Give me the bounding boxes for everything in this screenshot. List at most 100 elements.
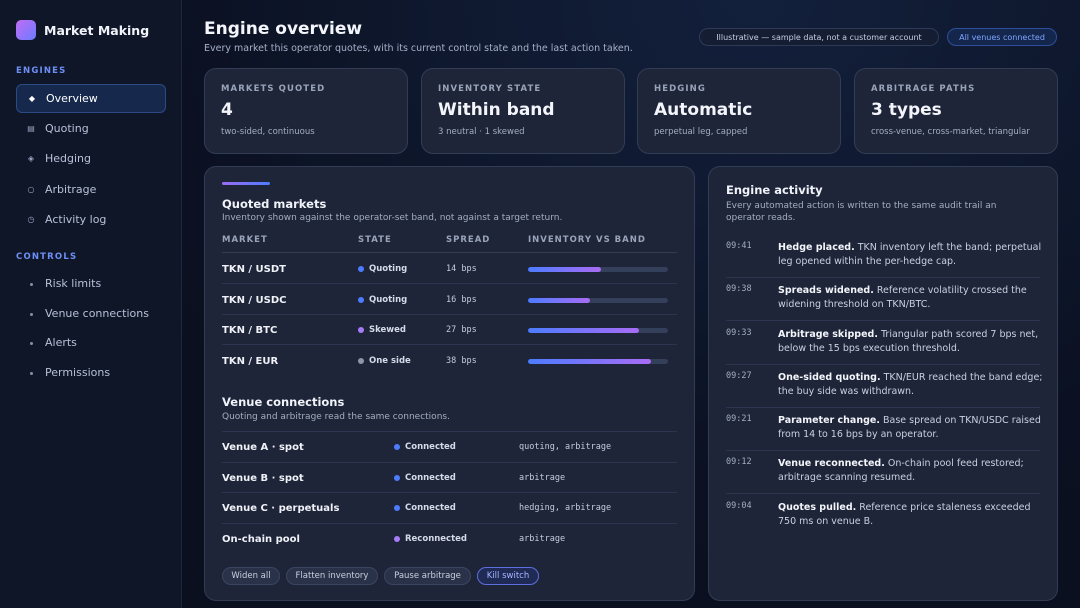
shield-icon: ◈ [27, 154, 35, 163]
bullet-icon [27, 309, 35, 318]
activity-time: 09:21 [726, 414, 752, 424]
activity-detail: Reference volatility crossed the widenin… [778, 285, 1027, 310]
activity-detail: TKN inventory left the band; perpetual l… [778, 242, 1042, 267]
stat-subtext: cross-venue, cross-market, triangular [871, 127, 1030, 137]
flatten-inventory-button[interactable]: Flatten inventory [286, 567, 378, 585]
market-spread: 16 bps [446, 295, 477, 305]
kill-switch-button[interactable]: Kill switch [477, 567, 539, 585]
pause-arbitrage-button[interactable]: Pause arbitrage [384, 567, 471, 585]
venue-row[interactable]: Venue C · perpetuals Connected hedging, … [222, 492, 677, 522]
venue-row[interactable]: On-chain pool Reconnected arbitrage [222, 523, 677, 553]
venue-connections-subtitle: Quoting and arbitrage read the same conn… [222, 412, 450, 422]
sidebar-item-label: Arbitrage [45, 183, 97, 196]
sidebar-item-label: Venue connections [45, 307, 149, 320]
engine-activity-subtitle: Every automated action is written to the… [726, 201, 997, 223]
sidebar-item-arbitrage[interactable]: ○ Arbitrage [16, 175, 166, 204]
sidebar-item-label: Risk limits [45, 277, 102, 290]
sidebar-item-activity-log[interactable]: ◷ Activity log [16, 205, 166, 234]
inventory-bar [528, 266, 601, 272]
sidebar-item-label: Activity log [45, 213, 107, 226]
inventory-bar [528, 358, 652, 364]
sidebar-item-overview[interactable]: ◆ Overview [16, 84, 166, 113]
stat-label: ARBITRAGE PATHS [871, 84, 976, 94]
state-dot [358, 327, 364, 333]
engine-activity-title: Engine activity [726, 183, 823, 197]
stat-subtext: 3 neutral · 1 skewed [438, 127, 525, 137]
engine-activity-panel: Engine activity Every automated action i… [708, 166, 1058, 601]
stat-subtext: perpetual leg, capped [654, 127, 748, 137]
stat-label: INVENTORY STATE [438, 84, 542, 94]
sidebar-item-label: Overview [46, 92, 98, 105]
inventory-bar [528, 297, 590, 303]
venues-status-badge[interactable]: All venues connected [947, 28, 1057, 46]
activity-entry: 09:27 One-sided quoting. TKN/EUR reached… [726, 371, 1043, 408]
app-name: Market Making [44, 22, 150, 38]
state-label: Connected [405, 473, 456, 483]
activity-headline: Quotes pulled. [778, 502, 857, 513]
stat-card-hedging: HEDGING Automatic perpetual leg, capped [637, 68, 841, 154]
state-label: Quoting [369, 264, 408, 274]
market-state: Quoting [358, 285, 407, 315]
stat-label: MARKETS QUOTED [221, 84, 326, 94]
table-row[interactable]: TKN / BTC Skewed 27 bps [222, 315, 677, 345]
activity-headline: Parameter change. [778, 415, 880, 426]
page-subtitle: Every market this operator quotes, with … [204, 43, 633, 54]
market-spread: 27 bps [446, 325, 477, 335]
table-row[interactable]: TKN / USDT Quoting 14 bps [222, 254, 677, 284]
state-dot [394, 475, 400, 481]
state-label: Quoting [369, 295, 408, 305]
market-name: TKN / EUR [222, 355, 279, 367]
venue-row[interactable]: Venue B · spot Connected arbitrage [222, 462, 677, 492]
sidebar: Market Making ENGINES ◆ Overview ▤ Quoti… [0, 0, 182, 608]
activity-headline: Hedge placed. [778, 242, 855, 253]
inventory-bar [528, 327, 639, 333]
market-state: Skewed [358, 315, 406, 345]
market-spread: 14 bps [446, 264, 477, 274]
activity-text: Parameter change. Base spread on TKN/USD… [778, 414, 1044, 442]
markets-table-header: MARKET STATE SPREAD INVENTORY VS BAND [222, 235, 677, 253]
state-dot [358, 358, 364, 364]
brand: Market Making [16, 20, 149, 40]
venue-usage: hedging, arbitrage [519, 503, 612, 513]
venue-state: Connected [394, 493, 456, 523]
table-row[interactable]: TKN / USDC Quoting 16 bps [222, 285, 677, 315]
state-label: Connected [405, 503, 456, 513]
stat-subtext: two-sided, continuous [221, 127, 315, 137]
activity-headline: Venue reconnected. [778, 458, 885, 469]
activity-entry: 09:21 Parameter change. Base spread on T… [726, 414, 1041, 451]
venue-row[interactable]: Venue A · spot Connected quoting, arbitr… [222, 431, 677, 461]
activity-time: 09:33 [726, 328, 752, 338]
activity-detail: Base spread on TKN/USDC raised from 14 t… [778, 415, 1041, 440]
activity-text: Venue reconnected. On-chain pool feed re… [778, 457, 1044, 485]
sidebar-item-label: Permissions [45, 366, 111, 379]
inventory-band [528, 315, 668, 345]
table-row[interactable]: TKN / EUR One side 38 bps [222, 346, 677, 376]
sidebar-item-hedging[interactable]: ◈ Hedging [16, 144, 166, 173]
state-dot [358, 266, 364, 272]
stat-value: Within band [438, 100, 555, 120]
activity-time: 09:12 [726, 457, 752, 467]
app-logo [16, 20, 36, 40]
quoted-markets-title: Quoted markets [222, 197, 327, 211]
sidebar-item-alerts[interactable]: Alerts [16, 328, 166, 357]
column-header-state: STATE [358, 235, 392, 245]
venue-usage: arbitrage [519, 473, 566, 483]
venue-usage: quoting, arbitrage [519, 442, 612, 452]
stat-value: 3 types [871, 100, 942, 120]
activity-time: 09:27 [726, 371, 752, 381]
sidebar-item-quoting[interactable]: ▤ Quoting [16, 114, 166, 143]
widen-all-button[interactable]: Widen all [222, 567, 280, 585]
inventory-band [528, 346, 668, 376]
sidebar-item-permissions[interactable]: Permissions [16, 358, 166, 387]
activity-entry: 09:04 Quotes pulled. Reference price sta… [726, 501, 1040, 538]
circle-icon: ○ [27, 185, 35, 194]
market-state: One side [358, 346, 411, 376]
venue-connections-title: Venue connections [222, 395, 345, 409]
sidebar-item-risk-limits[interactable]: Risk limits [16, 269, 166, 298]
venue-name: Venue A · spot [222, 441, 304, 453]
sidebar-item-venue-connections[interactable]: Venue connections [16, 299, 166, 328]
activity-time: 09:38 [726, 284, 752, 294]
activity-time: 09:04 [726, 501, 752, 511]
state-dot [394, 444, 400, 450]
activity-headline: Arbitrage skipped. [778, 329, 878, 340]
